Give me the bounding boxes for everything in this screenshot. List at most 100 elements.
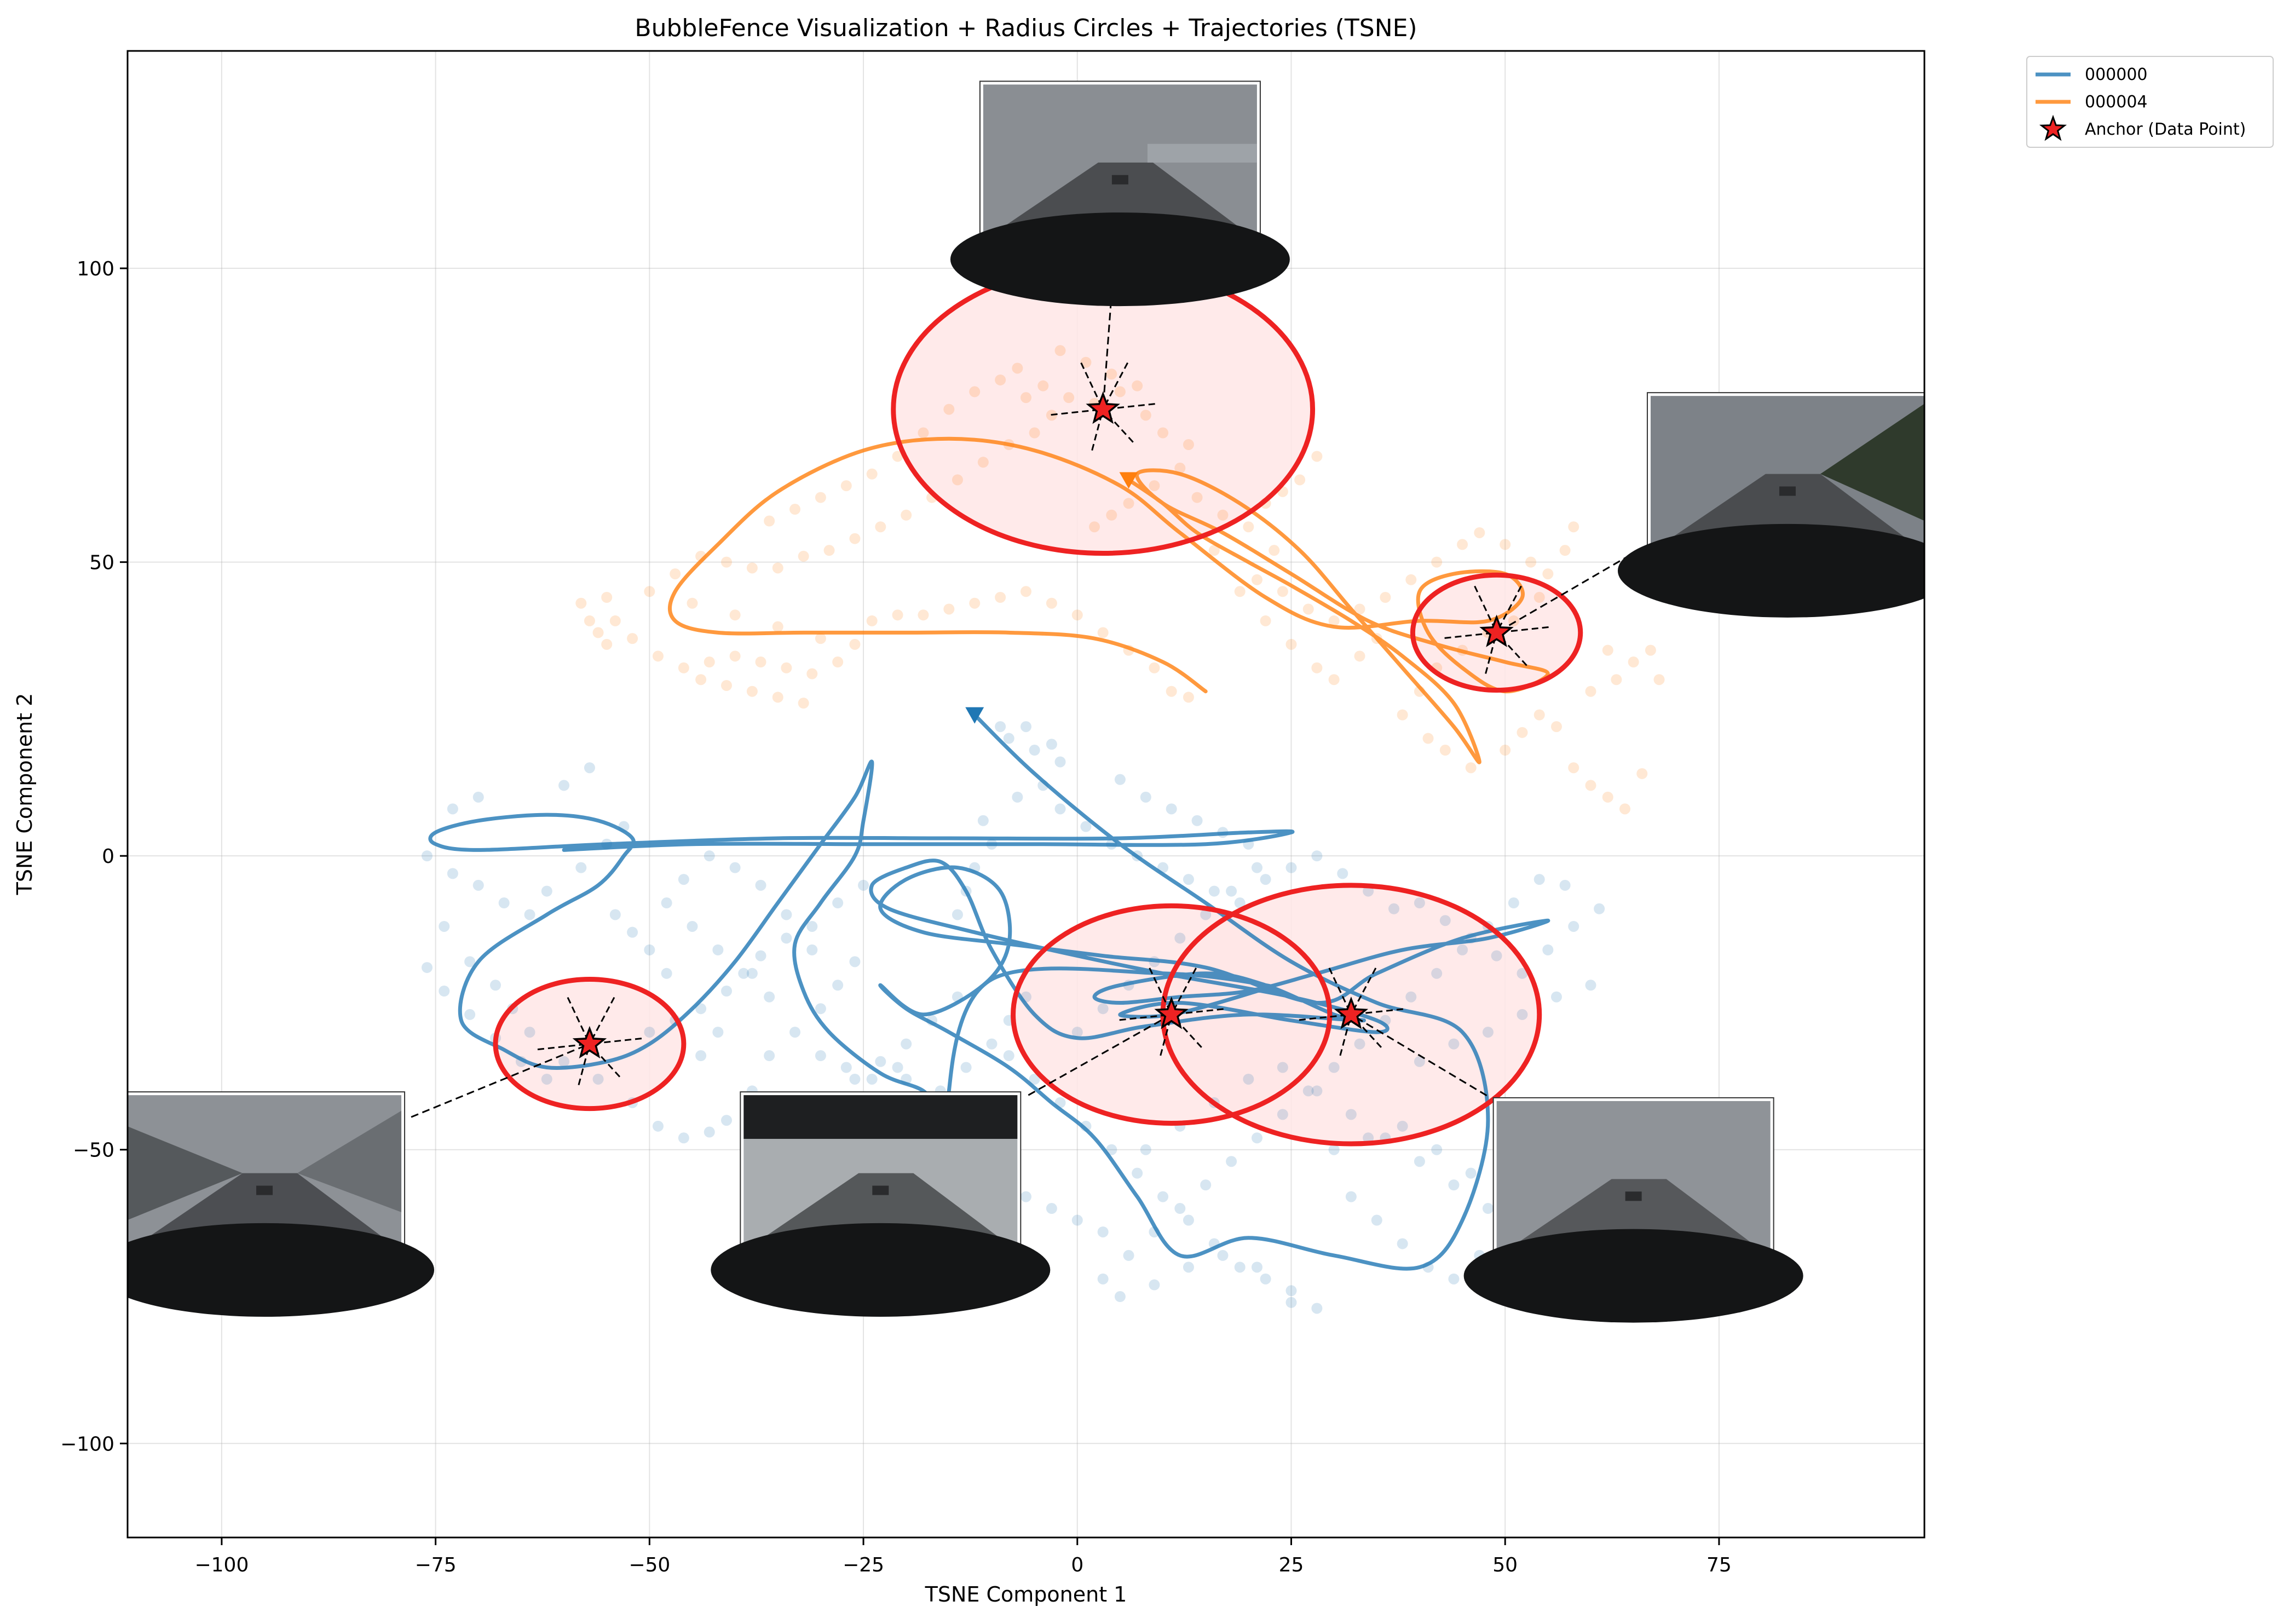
scatter-point-000000 — [1550, 991, 1562, 1003]
scatter-point-000000 — [704, 850, 715, 862]
scatter-point-000000 — [849, 1073, 861, 1085]
scatter-point-000000 — [1114, 774, 1126, 785]
scatter-point-000000 — [721, 1115, 732, 1126]
scatter-point-000000 — [1311, 850, 1323, 862]
scatter-point-000000 — [806, 920, 818, 932]
scatter-point-000004 — [1294, 474, 1306, 486]
scatter-point-000000 — [1174, 1203, 1186, 1214]
scatter-point-000000 — [584, 762, 595, 774]
scatter-point-000000 — [687, 920, 698, 932]
trajectory-end-marker-000000 — [965, 707, 984, 724]
scatter-point-000004 — [1012, 362, 1023, 374]
scatter-point-000000 — [1097, 1273, 1109, 1285]
scatter-point-000000 — [1594, 903, 1605, 914]
scatter-point-000000 — [1071, 1027, 1083, 1038]
scatter-point-000004 — [1157, 427, 1169, 439]
x-tick-label: 25 — [1279, 1554, 1304, 1576]
scatter-point-000004 — [1354, 603, 1365, 615]
scatter-point-000000 — [464, 956, 476, 968]
scatter-point-000004 — [1619, 803, 1630, 815]
scatter-point-000000 — [1174, 932, 1186, 944]
scatter-point-000000 — [1508, 897, 1519, 909]
scatter-point-000000 — [977, 815, 989, 826]
scatter-point-000004 — [1533, 592, 1545, 603]
scatter-point-000004 — [1277, 586, 1288, 597]
thumbnail-wall — [128, 1126, 243, 1220]
scatter-point-000000 — [1140, 1144, 1151, 1155]
scatter-point-000000 — [1345, 1191, 1357, 1202]
scatter-point-000000 — [695, 1003, 707, 1015]
scatter-point-000000 — [781, 909, 792, 920]
scatter-point-000000 — [1414, 1056, 1425, 1067]
thumbnail-wall — [128, 1091, 434, 1317]
scatter-point-000000 — [1328, 1062, 1340, 1073]
scatter-point-000000 — [721, 985, 732, 997]
scatter-point-000004 — [1243, 521, 1254, 533]
scatter-point-000000 — [755, 879, 766, 891]
scatter-point-000000 — [661, 897, 672, 909]
scatter-point-000004 — [1311, 662, 1323, 673]
scatter-point-000004 — [1269, 545, 1280, 556]
plot-area — [128, 80, 1924, 1323]
scatter-point-000004 — [1405, 574, 1417, 585]
trajectory-000004 — [667, 436, 1550, 764]
anchor-star — [1479, 614, 1514, 647]
scatter-point-000004 — [918, 427, 929, 439]
scatter-point-000004 — [670, 568, 681, 580]
trajectories — [428, 436, 1550, 1271]
scatter-point-000000 — [1448, 1179, 1460, 1191]
scatter-point-000004 — [875, 521, 886, 533]
scatter-point-000004 — [1089, 521, 1100, 533]
scatter-point-000000 — [1337, 868, 1348, 879]
scatter-point-000000 — [1285, 1297, 1297, 1308]
scatter-point-000000 — [695, 1050, 707, 1062]
scatter-point-000000 — [1405, 991, 1417, 1003]
legend-swatch-anchor — [2039, 114, 2067, 141]
scatter-point-000000 — [1123, 1249, 1134, 1261]
scatter-point-000004 — [1568, 762, 1579, 774]
x-tick-label: 75 — [1707, 1554, 1732, 1576]
scatter-point-000004 — [772, 562, 783, 574]
scatter-point-000000 — [892, 1062, 903, 1073]
scatter-point-000000 — [1328, 1144, 1340, 1155]
thumbnail-dashboard — [1618, 523, 1924, 618]
scatter-point-000000 — [789, 1027, 801, 1038]
scatter-point-000004 — [729, 650, 741, 662]
legend-label: 000000 — [2085, 65, 2148, 84]
scatter-point-000004 — [1354, 650, 1365, 662]
thumbnail-bridge-deck — [743, 1095, 1018, 1139]
scatter-point-000000 — [1080, 821, 1092, 832]
scatter-point-000000 — [439, 920, 450, 932]
scatter-point-000004 — [892, 451, 903, 462]
scatter-point-000000 — [960, 1062, 972, 1073]
scatter-point-000004 — [772, 621, 783, 632]
scatter-point-000000 — [1140, 791, 1151, 803]
scatter-point-000000 — [858, 879, 869, 891]
scatter-point-000000 — [746, 968, 758, 979]
scatter-point-000000 — [875, 1056, 886, 1067]
scatter-point-000004 — [1380, 592, 1391, 603]
scatter-point-000004 — [1021, 392, 1031, 404]
thumbnail-highway — [1463, 1097, 1803, 1323]
scatter-point-000000 — [1397, 1120, 1408, 1132]
scatter-point-000000 — [558, 1056, 570, 1067]
scatter-point-000000 — [1149, 1279, 1160, 1291]
scatter-point-000004 — [1653, 674, 1665, 686]
scatter-point-000000 — [1132, 1167, 1143, 1179]
scatter-point-000004 — [1431, 556, 1443, 568]
scatter-point-000004 — [832, 656, 844, 668]
scatter-point-000000 — [986, 1038, 998, 1050]
scatter-point-000000 — [1183, 1262, 1194, 1273]
thumbnail-trees — [1820, 404, 1924, 521]
scatter-point-000000 — [1200, 1179, 1212, 1191]
scatter-point-000000 — [1277, 1109, 1288, 1120]
scatter-point-000004 — [1439, 745, 1451, 756]
radius-circle — [1011, 903, 1333, 1126]
scatter-point-000000 — [1517, 1009, 1528, 1020]
thumbnail-bridge — [1147, 143, 1257, 163]
legend-label: Anchor (Data Point) — [2085, 120, 2246, 139]
scatter-point-000004 — [1602, 791, 1613, 803]
scatter-point-000000 — [1277, 1062, 1288, 1073]
thumbnail-car — [872, 1185, 889, 1195]
